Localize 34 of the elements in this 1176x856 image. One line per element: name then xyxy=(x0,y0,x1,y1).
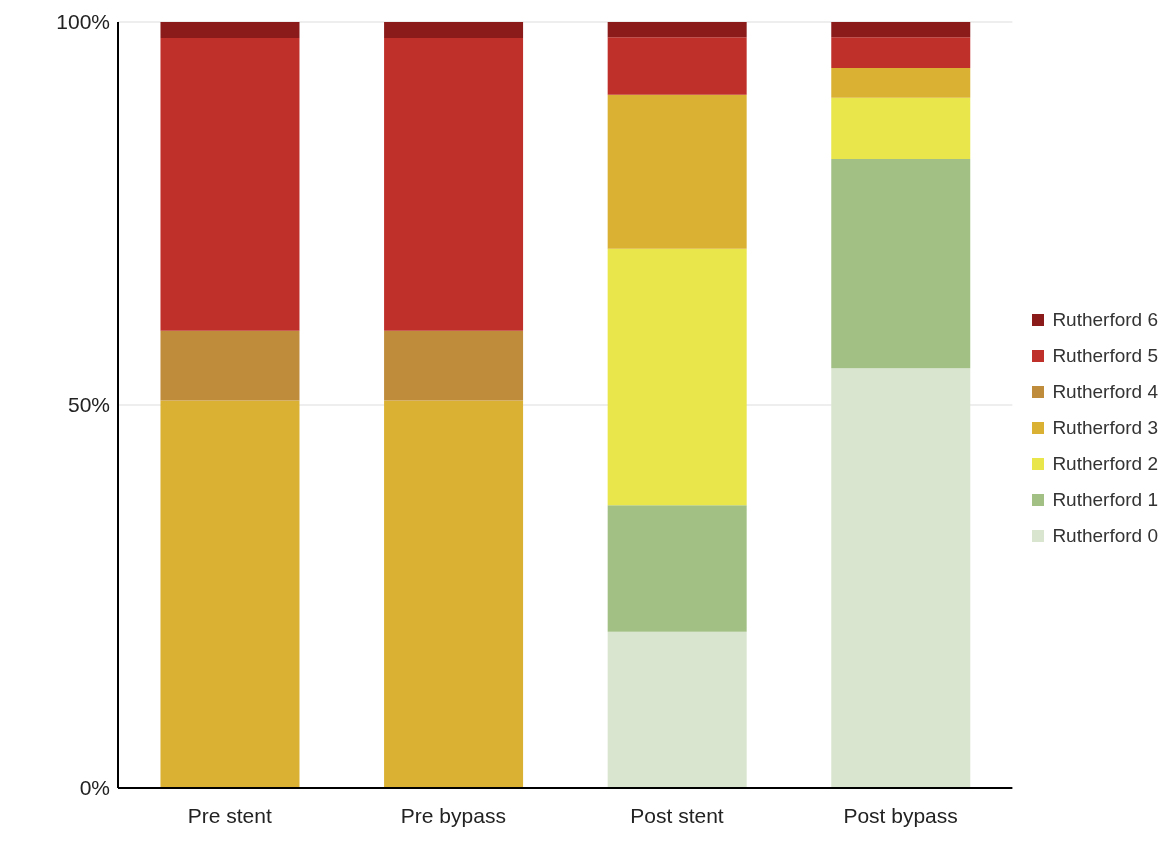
legend-label: Rutherford 2 xyxy=(1052,453,1158,475)
y-tick-label: 50% xyxy=(67,393,110,417)
bar xyxy=(607,248,747,506)
x-tick-label: Post bypass xyxy=(843,803,958,827)
bar xyxy=(160,400,300,788)
bar xyxy=(607,505,747,632)
bar xyxy=(607,37,747,95)
bar xyxy=(607,22,747,38)
bar xyxy=(607,631,747,788)
legend-label: Rutherford 6 xyxy=(1052,309,1158,331)
bar xyxy=(160,22,300,39)
bar xyxy=(160,38,300,331)
bar xyxy=(607,94,747,249)
bar xyxy=(384,38,524,331)
bar xyxy=(160,330,300,401)
bar xyxy=(831,67,971,98)
legend-label: Rutherford 1 xyxy=(1052,489,1158,511)
x-tick-label: Post stent xyxy=(630,803,724,827)
x-tick-label: Pre bypass xyxy=(400,803,506,827)
bar xyxy=(831,22,971,38)
bar xyxy=(384,330,524,401)
legend-label: Rutherford 3 xyxy=(1052,417,1158,439)
bar xyxy=(831,37,971,68)
x-tick-label: Pre stent xyxy=(187,803,272,827)
legend-label: Rutherford 0 xyxy=(1052,525,1158,547)
y-tick-label: 100% xyxy=(56,10,110,34)
bar xyxy=(384,22,524,39)
bar xyxy=(384,400,524,788)
bar xyxy=(831,368,971,788)
legend-label: Rutherford 5 xyxy=(1052,345,1158,367)
bar xyxy=(831,159,971,369)
y-tick-label: 0% xyxy=(79,776,110,800)
legend-label: Rutherford 4 xyxy=(1052,381,1158,403)
bar xyxy=(831,97,971,160)
